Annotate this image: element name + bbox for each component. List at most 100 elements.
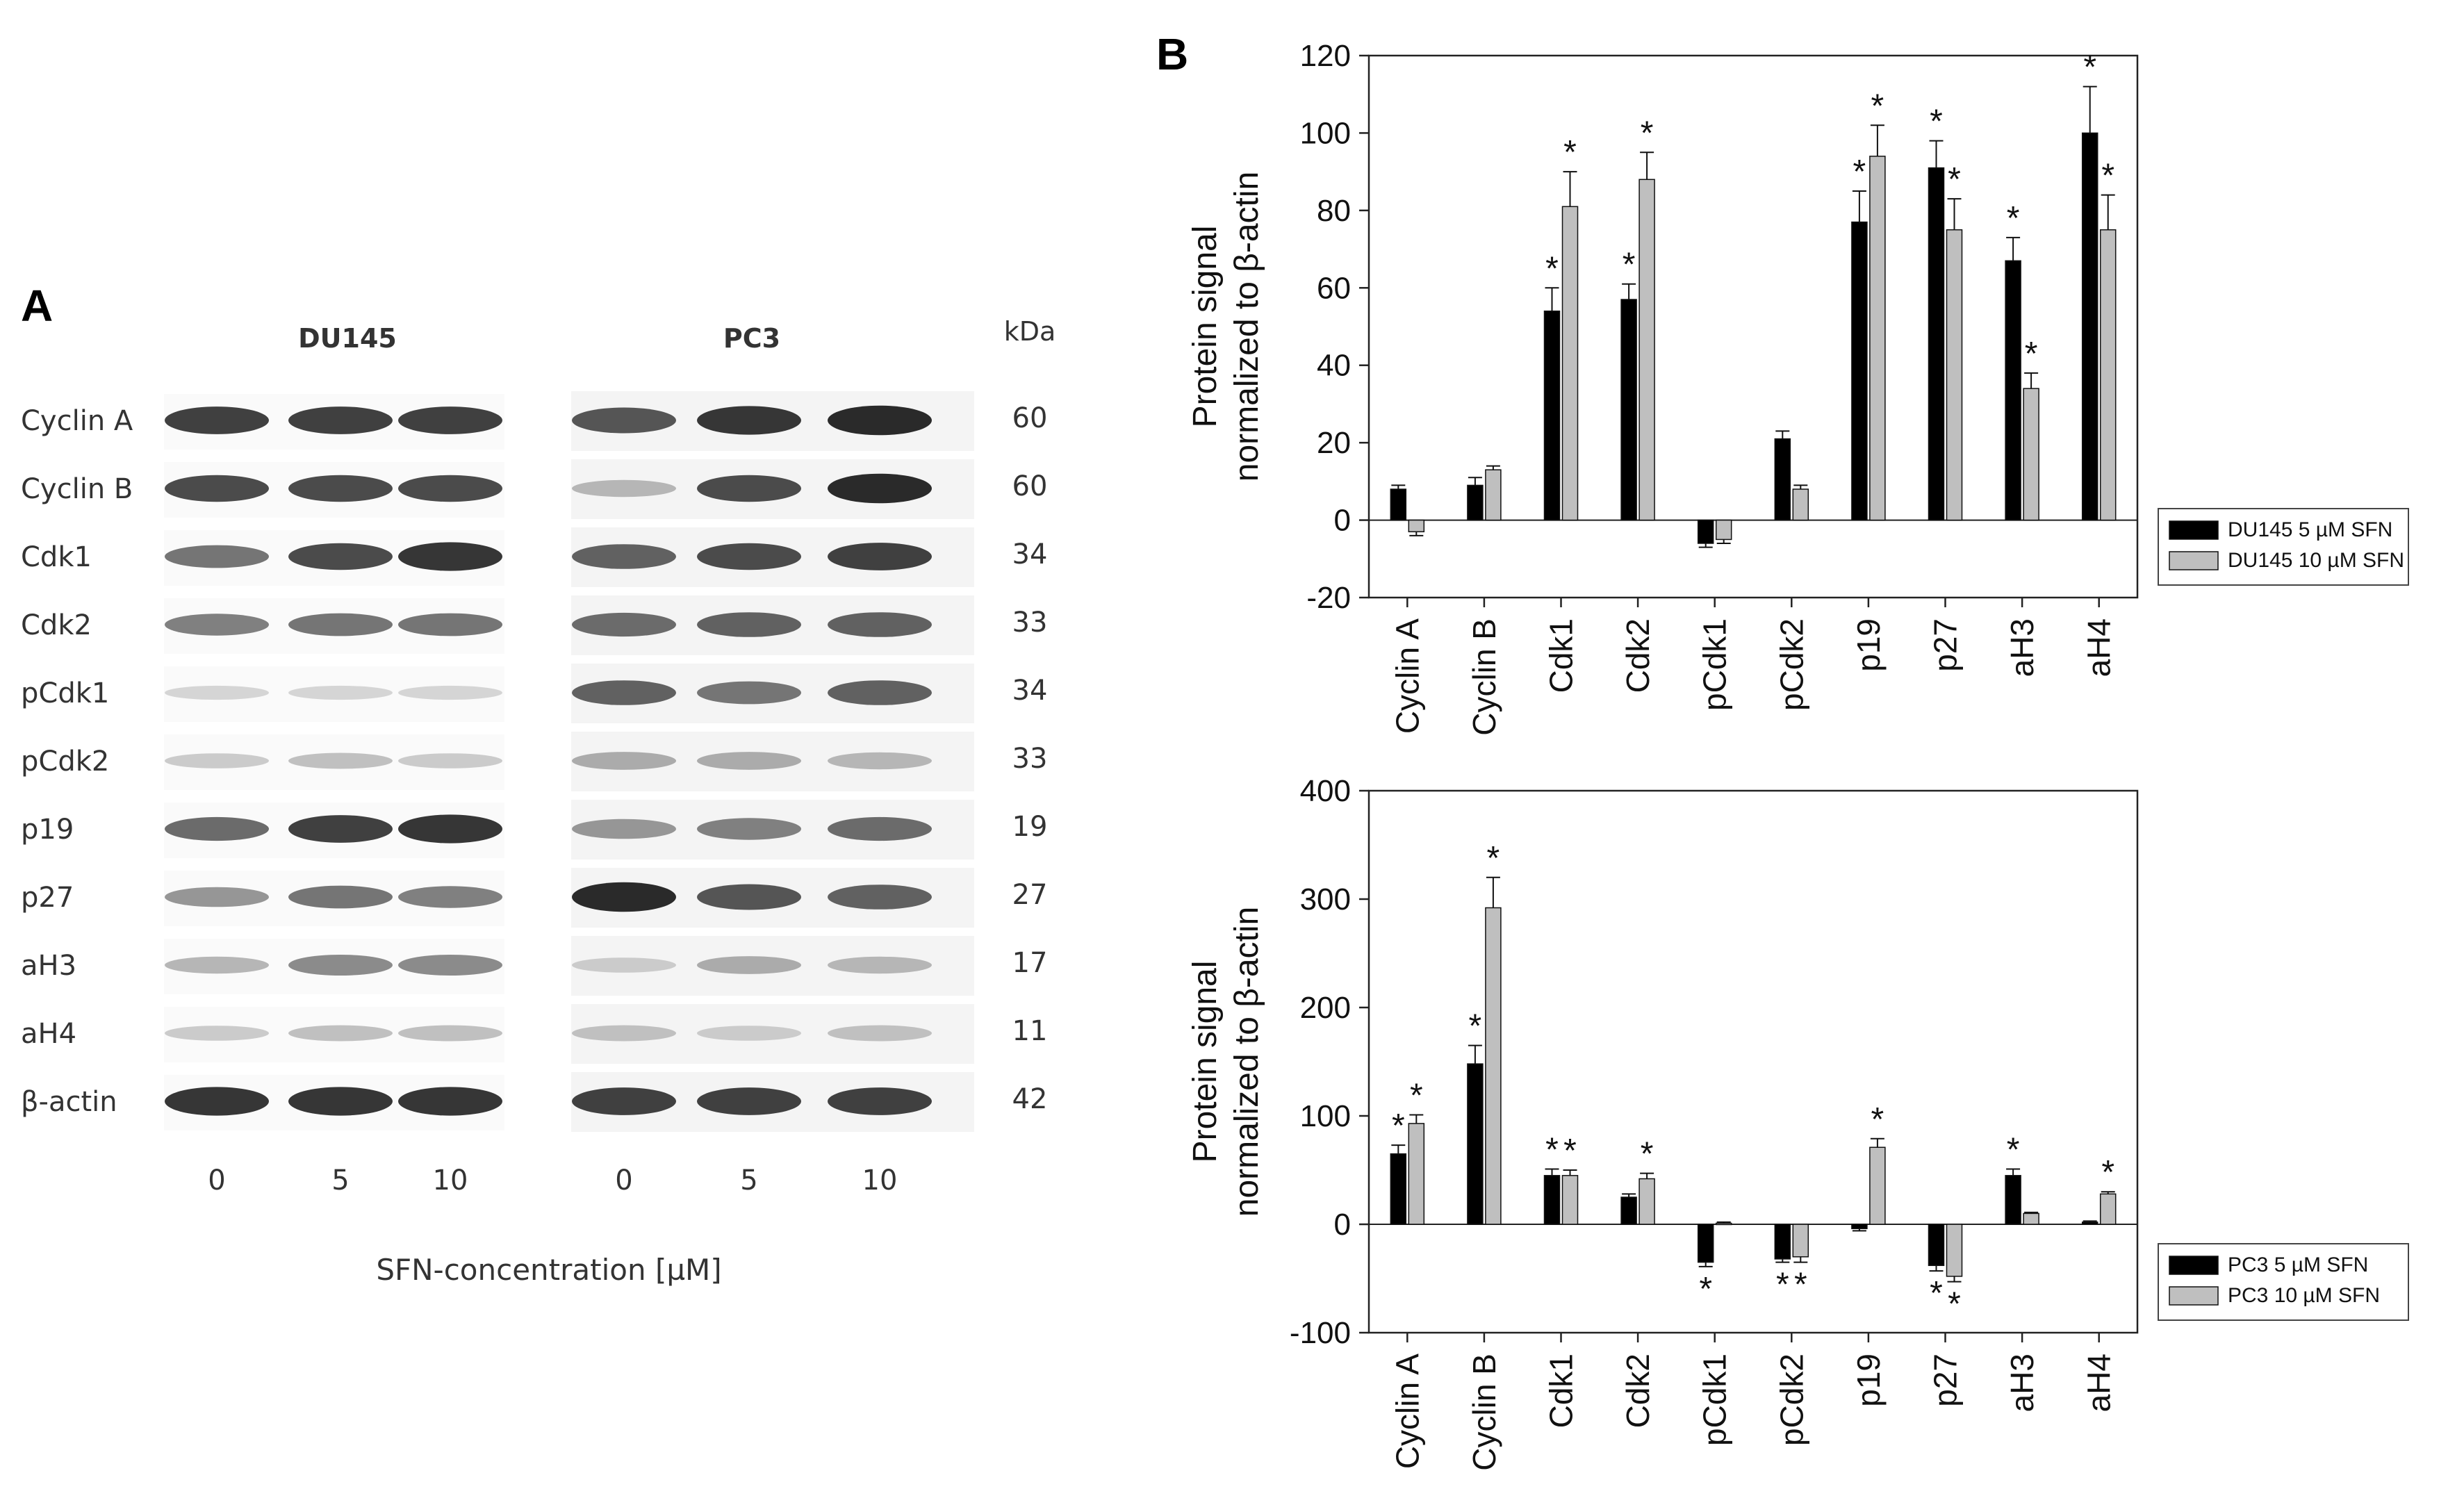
legend-swatch	[2169, 551, 2219, 570]
band	[828, 543, 932, 570]
band	[828, 816, 932, 841]
band	[572, 957, 676, 973]
significance-marker: *	[2025, 336, 2038, 372]
blot-row: aH3 17	[21, 936, 1047, 996]
band	[288, 543, 393, 570]
bar	[1543, 310, 1561, 521]
band	[572, 1087, 676, 1115]
y-tick-label: 100	[1300, 1099, 1351, 1133]
significance-marker: *	[1641, 1136, 1654, 1173]
band	[697, 884, 801, 910]
significance-marker: *	[1930, 1275, 1943, 1312]
y-tick-label: 200	[1300, 991, 1351, 1025]
category-label: Cdk2	[1620, 618, 1656, 693]
legend: PC3 5 µM SFN PC3 10 µM SFN	[2158, 1243, 2409, 1321]
significance-marker: *	[2007, 200, 2020, 237]
band	[697, 612, 801, 637]
blot-row: Cyclin A 60	[21, 391, 1047, 451]
panel-a-letter: A	[21, 281, 53, 331]
band	[828, 956, 932, 974]
panel-a-western-blot: A DU145 PC3 kDa Cyclin A 60 Cyclin B 60 Cdk1…	[21, 281, 1056, 1287]
significance-marker: *	[1392, 1108, 1405, 1144]
kda-value: 60	[1012, 402, 1048, 434]
category-label: aH3	[2004, 1354, 2040, 1412]
bar	[1946, 229, 1963, 521]
band	[165, 1087, 269, 1116]
category-label: p27	[1928, 618, 1964, 672]
y-tick-label: 0	[1334, 1208, 1351, 1242]
significance-marker: *	[1699, 1271, 1712, 1308]
significance-marker: *	[2083, 49, 2096, 86]
category-label: pCdk2	[1773, 1354, 1809, 1446]
band	[165, 545, 269, 568]
kda-value: 19	[1012, 811, 1048, 843]
band	[398, 955, 502, 976]
blot-row: p27 27	[21, 868, 1047, 928]
bar	[1620, 1196, 1637, 1225]
protein-label: β-actin	[21, 1086, 117, 1118]
lane-label: 10	[862, 1165, 898, 1196]
bar	[1715, 1222, 1732, 1226]
bar	[1774, 438, 1791, 521]
band	[572, 1025, 676, 1042]
y-tick-label: 40	[1317, 349, 1351, 383]
y-axis-label-line: Protein signal	[1187, 961, 1224, 1163]
band	[398, 475, 502, 502]
category-label: pCdk1	[1697, 1354, 1733, 1446]
bar	[2099, 1193, 2117, 1225]
bar	[2099, 229, 2117, 521]
band	[697, 752, 801, 770]
category-label: aH4	[2081, 618, 2117, 677]
band	[288, 1025, 393, 1042]
bar	[2081, 1222, 2098, 1225]
legend-swatch	[2169, 1286, 2219, 1306]
bar	[1561, 1175, 1579, 1225]
category-label: p27	[1928, 1354, 1964, 1407]
band	[398, 406, 502, 434]
y-tick-label: 20	[1317, 426, 1351, 460]
cell-line-label-du145: DU145	[298, 323, 397, 354]
legend-swatch	[2169, 1256, 2219, 1275]
y-axis-label: Protein signal normalized to β-actin	[1187, 172, 1265, 482]
band	[398, 753, 502, 768]
protein-label: Cyclin B	[21, 473, 133, 505]
band	[697, 1026, 801, 1041]
band	[828, 885, 932, 910]
band	[697, 406, 801, 435]
bar	[1638, 179, 1655, 521]
sfn-concentration-label: SFN-concentration [µM]	[376, 1253, 721, 1287]
bar	[1390, 488, 1407, 521]
band	[165, 887, 269, 907]
significance-marker: *	[1948, 1286, 1961, 1323]
band	[165, 406, 269, 434]
y-axis-label-line: Protein signal	[1187, 226, 1224, 428]
lane-label: 0	[615, 1165, 632, 1196]
legend-label: DU145 10 µM SFN	[2228, 549, 2404, 572]
band	[828, 612, 932, 637]
category-label: Cyclin B	[1466, 1354, 1502, 1471]
bar	[1792, 488, 1809, 521]
protein-label: aH3	[21, 950, 76, 982]
bar	[1715, 519, 1732, 541]
kda-value: 34	[1012, 538, 1048, 570]
band	[165, 816, 269, 841]
plot-frame	[1367, 54, 2139, 599]
band	[288, 406, 393, 434]
band	[828, 405, 932, 436]
band	[288, 885, 393, 909]
category-label: aH4	[2081, 1354, 2117, 1412]
y-tick-label: 100	[1300, 116, 1351, 150]
bar	[2005, 1175, 2021, 1225]
bar	[1851, 1224, 1868, 1229]
bar	[1390, 1153, 1407, 1225]
significance-marker: *	[1623, 247, 1636, 283]
bar	[1485, 907, 1502, 1225]
lane-label: 5	[331, 1165, 349, 1196]
legend-swatch	[2169, 520, 2219, 540]
bar	[2023, 388, 2039, 521]
significance-marker: *	[1794, 1267, 1807, 1303]
band	[165, 1026, 269, 1041]
significance-marker: *	[1487, 840, 1500, 877]
band	[288, 955, 393, 976]
